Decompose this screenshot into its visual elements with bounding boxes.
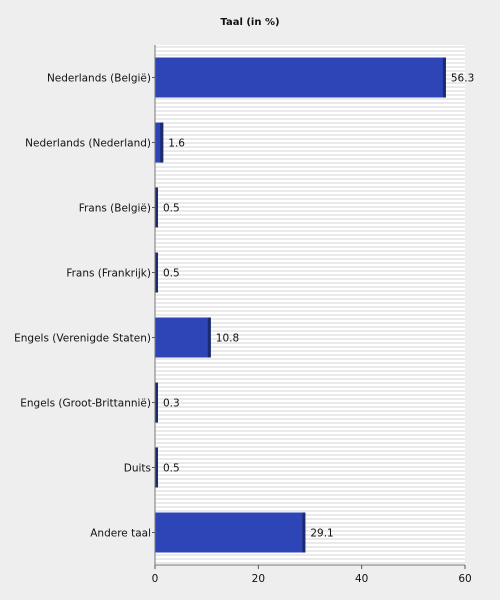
bar — [155, 317, 211, 358]
category-label: Nederlands (België) — [47, 73, 151, 85]
category-label: Frans (Frankrijk) — [66, 268, 151, 280]
plot-area — [155, 45, 465, 565]
category-label: Engels (Groot-Brittannië) — [20, 398, 151, 410]
bar-edge — [160, 122, 164, 163]
bar-edge — [155, 187, 158, 228]
bar-edge — [302, 512, 306, 553]
data-label: 0.5 — [163, 203, 180, 215]
x-tick-label: 40 — [355, 573, 368, 585]
bar — [155, 512, 306, 553]
chart-title: Taal (in %) — [220, 17, 280, 28]
data-label: 56.3 — [451, 73, 474, 85]
bar-edge — [155, 382, 158, 423]
data-label: 0.5 — [163, 268, 180, 280]
data-label: 0.5 — [163, 463, 180, 475]
category-label: Engels (Verenigde Staten) — [14, 333, 151, 345]
bar-edge — [155, 447, 158, 488]
data-label: 0.3 — [163, 398, 180, 410]
data-label: 29.1 — [310, 528, 333, 540]
data-label: 1.6 — [168, 138, 185, 150]
x-tick-label: 0 — [152, 573, 159, 585]
category-label: Nederlands (Nederland) — [25, 138, 151, 150]
bar — [155, 122, 164, 163]
category-label: Frans (België) — [79, 203, 151, 215]
data-label: 10.8 — [216, 333, 239, 345]
x-tick-label: 20 — [252, 573, 265, 585]
bar-edge — [155, 252, 158, 293]
bar-edge — [207, 317, 211, 358]
category-label: Andere taal — [90, 528, 151, 540]
bar-edge — [442, 57, 446, 98]
category-label: Duits — [124, 463, 151, 475]
x-tick-label: 60 — [458, 573, 471, 585]
bar — [155, 57, 446, 98]
